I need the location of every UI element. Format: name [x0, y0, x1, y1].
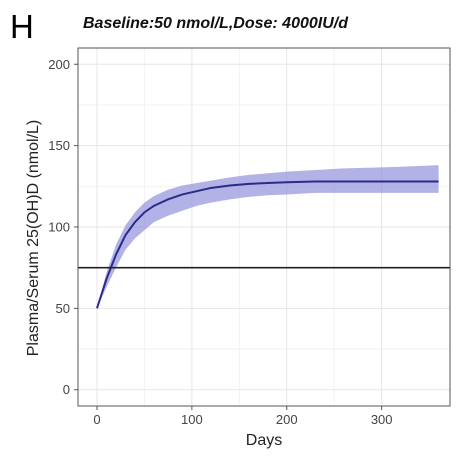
chart-title: Baseline:50 nmol/L,Dose: 4000IU/d [83, 15, 348, 32]
series-line [96, 180, 439, 309]
x-axis-label: Days [245, 432, 283, 449]
panel-label: H [10, 8, 34, 45]
x-tick-label: 100 [181, 412, 203, 427]
confidence-band [96, 165, 439, 309]
x-tick-label: 300 [371, 412, 393, 427]
y-tick-label: 0 [63, 382, 70, 397]
x-tick-label: 200 [276, 412, 298, 427]
y-tick-label: 100 [48, 220, 70, 235]
x-tick-label: 0 [93, 412, 100, 427]
y-tick-label: 50 [56, 301, 70, 316]
y-tick-label: 150 [48, 138, 70, 153]
y-tick-label: 200 [48, 57, 70, 72]
